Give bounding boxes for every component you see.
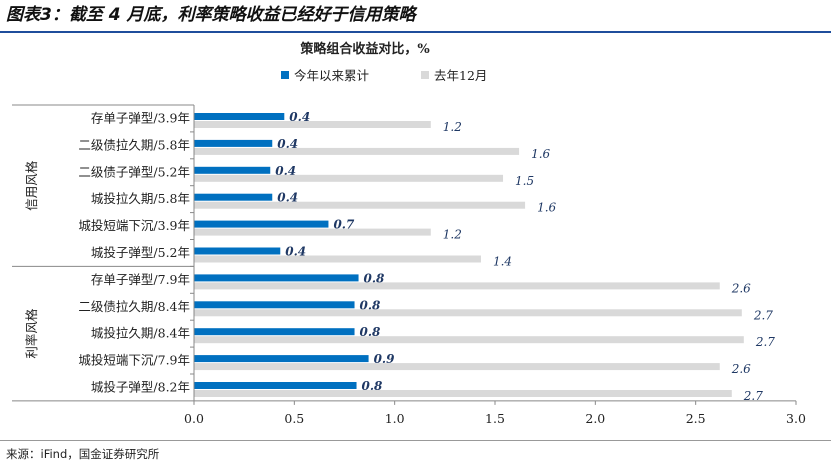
category-label: 存单子弹型/3.9年 — [91, 110, 190, 125]
data-label-lastdec: 2.7 — [753, 308, 773, 322]
category-label: 城投子弹型/5.2年 — [91, 245, 190, 260]
data-label-ytd: 0.4 — [277, 137, 298, 151]
category-label: 城投子弹型/8.2年 — [91, 379, 190, 394]
legend-swatch-ytd — [281, 71, 289, 79]
x-tick-label: 0.0 — [184, 411, 204, 426]
data-label-ytd: 0.8 — [364, 271, 386, 285]
data-label-lastdec: 1.2 — [443, 228, 462, 242]
category-label: 城投拉久期/5.8年 — [91, 191, 190, 206]
figure-title: 图表3：截至 4 月底，利率策略收益已经好于信用策略 — [6, 5, 416, 25]
data-label-ytd: 0.8 — [362, 379, 384, 393]
bar-lastdec — [194, 174, 504, 182]
bar-lastdec — [194, 282, 720, 290]
category-label: 城投拉久期/8.4年 — [91, 326, 190, 341]
data-label-ytd: 0.8 — [360, 325, 382, 339]
data-label-lastdec: 2.7 — [755, 335, 775, 349]
legend: 今年以来累计 去年12月 — [281, 68, 487, 83]
data-label-ytd: 0.4 — [275, 164, 296, 178]
data-label-ytd: 0.7 — [333, 218, 355, 232]
data-label-ytd: 0.9 — [374, 352, 396, 366]
legend-label-lastdec: 去年12月 — [434, 68, 487, 83]
bar-ytd — [194, 139, 273, 147]
category-label: 二级债拉久期/8.4年 — [78, 299, 190, 314]
bar-ytd — [194, 193, 273, 201]
x-tick-label: 2.0 — [585, 411, 605, 426]
data-label-ytd: 0.4 — [277, 191, 298, 205]
legend-swatch-lastdec — [421, 71, 429, 79]
bar-ytd — [194, 220, 329, 228]
bottom-rule — [0, 440, 831, 441]
data-label-ytd: 0.8 — [360, 298, 382, 312]
category-label: 二级债拉久期/5.8年 — [78, 137, 190, 152]
bar-ytd — [194, 247, 281, 255]
category-label: 二级债子弹型/5.2年 — [78, 164, 190, 179]
bar-lastdec — [194, 336, 744, 344]
bar-ytd — [194, 355, 369, 363]
bar-lastdec — [194, 228, 431, 236]
bar-lastdec — [194, 201, 526, 209]
data-label-lastdec: 1.5 — [515, 174, 534, 188]
data-label-lastdec: 1.4 — [493, 255, 512, 269]
bar-lastdec — [194, 309, 742, 317]
x-tick-label: 3.0 — [786, 411, 806, 426]
bar-ytd — [194, 113, 285, 120]
chart: 策略组合收益对比，% 今年以来累计 去年12月 存单子弹型/3.9年 0.4 1.2… — [12, 41, 806, 426]
data-label-lastdec: 1.6 — [531, 147, 550, 161]
category-label: 存单子弹型/7.9年 — [91, 272, 190, 287]
data-label-ytd: 0.4 — [285, 245, 306, 259]
group-label: 信用风格 — [24, 160, 39, 211]
bar-ytd — [194, 328, 355, 336]
group-label: 利率风格 — [24, 308, 39, 359]
bar-lastdec — [194, 147, 520, 155]
chart-title: 策略组合收益对比，% — [300, 41, 430, 57]
bar-lastdec — [194, 255, 481, 263]
bar-lastdec — [194, 390, 732, 397]
bar-ytd — [194, 301, 355, 309]
category-label: 城投短端下沉/7.9年 — [78, 353, 190, 368]
x-tick-label: 2.5 — [686, 411, 706, 426]
plot-area: 存单子弹型/3.9年 0.4 1.2 二级债拉久期/5.8年 0.4 1.6 二级债子弹型/… — [12, 104, 806, 426]
bar-lastdec — [194, 363, 720, 371]
x-tick-label: 1.0 — [385, 411, 405, 426]
bar-lastdec — [194, 121, 431, 128]
data-label-lastdec: 1.6 — [537, 201, 556, 215]
data-label-lastdec: 2.6 — [731, 281, 751, 295]
data-label-lastdec: 1.2 — [443, 120, 462, 134]
data-label-lastdec: 2.7 — [743, 389, 763, 403]
x-tick-label: 0.5 — [284, 411, 304, 426]
x-tick-label: 1.5 — [485, 411, 505, 426]
bar-ytd — [194, 382, 357, 389]
bar-ytd — [194, 274, 359, 282]
data-label-lastdec: 2.6 — [731, 362, 751, 376]
category-label: 城投短端下沉/3.9年 — [78, 218, 190, 233]
source-note: 来源：iFind，国金证券研究所 — [6, 447, 160, 461]
bar-ytd — [194, 166, 271, 174]
legend-label-ytd: 今年以来累计 — [294, 68, 369, 83]
data-label-ytd: 0.4 — [289, 110, 310, 124]
title-rule — [0, 31, 831, 33]
